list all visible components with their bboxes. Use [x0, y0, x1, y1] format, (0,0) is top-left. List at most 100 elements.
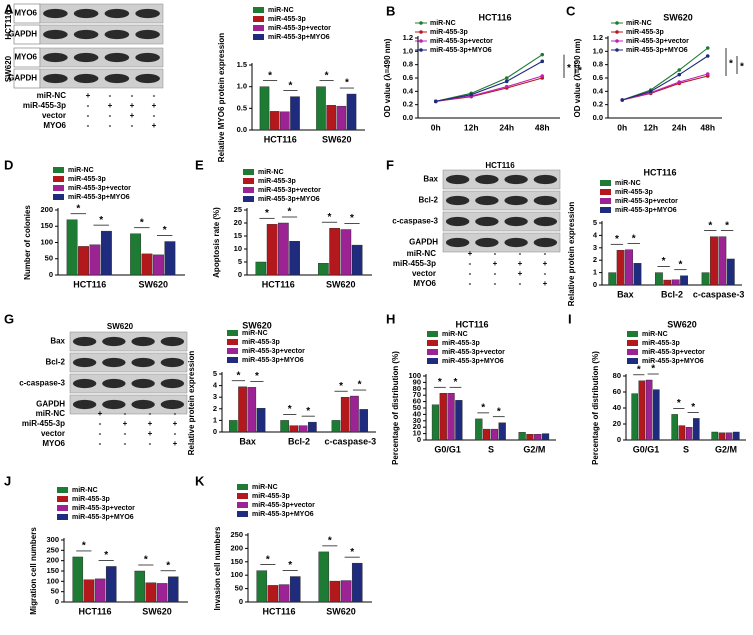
blot-band	[135, 52, 160, 63]
condition-label: vector	[412, 269, 436, 278]
x-tick-label: G0/G1	[434, 444, 461, 454]
blot-background	[69, 394, 188, 415]
point	[620, 98, 625, 102]
blot-background	[69, 352, 188, 373]
legend-label: miR-455-3p+vector	[252, 502, 315, 509]
bar	[350, 395, 359, 433]
legend-label: miR-NC	[242, 330, 268, 337]
condition-mark: -	[109, 121, 112, 130]
condition-label: miR-NC	[407, 249, 437, 258]
significance-star: *	[637, 364, 641, 375]
condition-mark: +	[148, 429, 153, 438]
condition-label: MYO6	[413, 279, 436, 288]
band-label: MYO6	[14, 9, 37, 18]
bar	[278, 584, 290, 603]
legend-swatch	[57, 496, 68, 502]
significance-star: *	[729, 59, 733, 70]
condition-mark: -	[174, 409, 177, 418]
blot-background	[69, 331, 188, 352]
bar	[645, 379, 653, 441]
bar	[326, 105, 336, 131]
significance-star: *	[288, 207, 292, 218]
legend-swatch	[243, 187, 254, 193]
blot-band	[533, 216, 558, 227]
y-axis-label: Invasion cell numbers	[213, 526, 222, 611]
legend-label: miR-455-3p+MYO6	[615, 207, 677, 214]
y-axis-label: OD value (λ=490 nm)	[383, 38, 392, 117]
legend-swatch	[243, 178, 254, 184]
y-tick-label: 5	[238, 257, 242, 266]
legend-swatch	[237, 502, 248, 508]
condition-label: miR-455-3p	[23, 101, 66, 110]
significance-star: *	[265, 208, 269, 219]
condition-mark: -	[149, 439, 152, 448]
legend-swatch	[243, 196, 254, 202]
x-tick-label: c-caspase-3	[693, 289, 745, 299]
y-tick-label: 1.0	[403, 46, 413, 55]
significance-star: *	[99, 215, 103, 226]
y-tick-label: 200	[230, 543, 243, 552]
legend-label: miR-455-3p	[68, 176, 106, 183]
blot-band	[72, 336, 97, 347]
legend-label: miR-NC	[642, 331, 668, 338]
y-tick-label: 0.0	[593, 113, 603, 122]
point	[705, 46, 710, 50]
significance-star: *	[567, 63, 571, 74]
panel-letter: J	[4, 473, 11, 488]
point	[504, 84, 509, 89]
chart-title: SW620	[663, 12, 693, 22]
legend-label: miR-455-3p	[626, 29, 664, 36]
series-line	[435, 75, 543, 102]
x-tick-label: Bcl-2	[288, 436, 310, 446]
legend-swatch	[227, 330, 238, 336]
point	[677, 68, 682, 72]
legend-marker	[419, 30, 423, 34]
y-tick-label: 10	[413, 429, 421, 438]
blot-band	[533, 174, 558, 185]
y-tick-label: 150	[230, 557, 243, 566]
bar	[280, 420, 289, 433]
significance-star: *	[268, 70, 272, 81]
y-axis-label: Number of colonies	[23, 205, 32, 280]
legend-label: miR-NC	[268, 7, 294, 14]
bar	[671, 279, 680, 286]
blot-band	[43, 73, 68, 84]
legend-label: miR-NC	[68, 167, 94, 174]
y-axis-label: Relative MYO6 protein expression	[217, 33, 226, 162]
significance-star: *	[651, 364, 655, 375]
blot-band	[445, 216, 470, 227]
bar	[518, 432, 526, 441]
panel-letter: I	[568, 311, 572, 326]
legend-label: miR-NC	[615, 180, 641, 187]
band-label: Bax	[423, 175, 438, 184]
y-tick-label: 20	[613, 419, 621, 428]
bar	[255, 261, 267, 276]
y-tick-label: 5	[213, 369, 217, 378]
legend-label: miR-455-3p+MYO6	[642, 358, 704, 365]
legend-label: miR-455-3p+vector	[68, 185, 131, 192]
blot-band	[160, 378, 185, 389]
bar	[167, 576, 179, 603]
y-tick-label: 0	[238, 270, 242, 279]
y-tick-label: 0.5	[237, 103, 247, 112]
condition-label: miR-NC	[37, 91, 67, 100]
condition-mark: -	[469, 269, 472, 278]
legend-label: miR-455-3p	[642, 340, 680, 347]
blot-background	[39, 24, 164, 45]
significance-star: *	[662, 256, 666, 267]
significance-star: *	[266, 554, 270, 565]
legend-label: miR-NC	[626, 20, 652, 27]
bar	[351, 244, 363, 276]
legend-swatch	[237, 484, 248, 490]
condition-mark: -	[544, 249, 547, 258]
cell-line-label: SW620	[4, 55, 13, 82]
blot-band	[72, 378, 97, 389]
bar	[94, 578, 106, 603]
bar	[83, 579, 95, 603]
legend-label: miR-455-3p+vector	[442, 349, 505, 356]
bar	[653, 389, 660, 441]
y-tick-label: 25	[234, 205, 242, 214]
legend-swatch	[427, 349, 438, 355]
blot-band	[533, 237, 558, 248]
significance-star: *	[740, 62, 744, 73]
